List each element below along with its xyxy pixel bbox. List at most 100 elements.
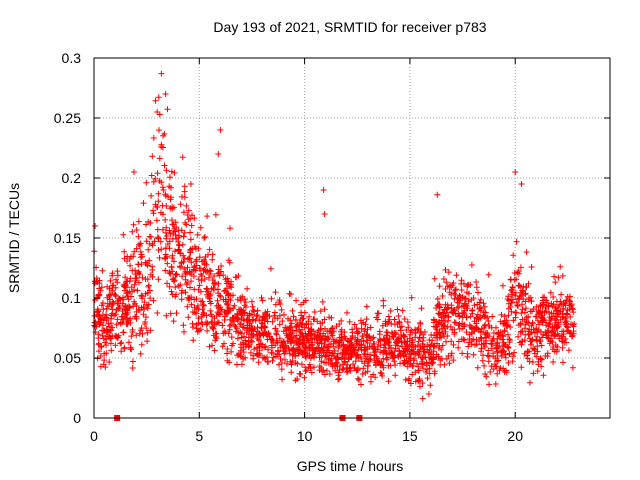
data-point [330,343,337,350]
data-point [434,191,441,198]
data-point [326,328,333,335]
data-point [531,329,538,336]
data-point [139,295,146,302]
data-point [481,322,488,329]
data-point [505,300,512,307]
data-point [150,178,157,185]
data-point [104,326,111,333]
data-point [519,338,526,345]
data-point [182,219,189,226]
data-point [507,276,514,283]
data-point [508,300,515,306]
data-point [477,296,484,303]
data-point [201,266,208,273]
data-point [118,348,125,355]
data-point [505,305,512,312]
data-point [354,375,361,382]
data-point [500,347,507,354]
data-point [273,338,280,344]
data-point [283,330,290,337]
data-point [206,246,213,253]
data-point [246,324,253,331]
data-point [152,97,159,104]
data-point [138,251,145,258]
data-point [470,351,477,358]
data-point [215,266,222,273]
data-point [519,316,526,323]
data-point [504,322,511,329]
data-point [489,313,496,320]
data-point [255,359,262,366]
data-point [481,362,488,369]
data-point [442,266,449,273]
data-point [323,367,330,374]
data-point [106,359,113,365]
data-point [370,371,377,378]
data-point [195,320,202,327]
data-point [130,221,137,228]
data-point [157,238,164,245]
data-point [210,332,217,339]
data-point [121,248,128,255]
data-point [135,218,142,225]
data-point [95,335,102,342]
data-point [551,323,558,330]
data-point [465,290,472,297]
data-point [533,313,540,320]
data-point [385,313,392,320]
data-point [112,292,119,298]
data-point [140,304,147,310]
data-point [374,310,381,317]
data-point [242,304,249,310]
data-point [450,310,457,317]
data-point [519,301,525,308]
data-point [310,328,317,335]
data-point [155,198,162,205]
data-point [401,339,408,346]
data-point [504,331,511,338]
data-point [394,306,401,313]
data-point [560,359,566,366]
data-point [550,294,557,300]
data-point [217,127,224,133]
data-point [144,261,151,267]
data-point [473,320,480,327]
data-point [560,300,567,307]
data-point [222,287,229,294]
data-point [181,183,188,190]
data-point [525,280,532,287]
data-point [547,289,554,296]
data-point [451,329,458,336]
data-point [197,265,204,272]
data-point [292,377,299,384]
data-point [303,336,310,342]
data-point [140,311,147,318]
data-point [261,316,268,323]
data-point [179,154,186,161]
data-point [158,141,165,148]
data-point [329,350,336,356]
data-point [242,337,249,344]
data-point [171,225,178,232]
data-point [169,252,176,259]
data-point [322,336,329,343]
data-point [434,331,441,338]
data-point [358,325,365,332]
data-point [208,319,215,326]
data-point [311,351,318,357]
data-point [145,246,152,253]
data-point [482,309,489,316]
data-point [450,341,457,348]
data-point [98,316,105,323]
data-point [540,331,547,338]
data-point [508,308,515,315]
data-point [463,314,470,321]
data-point [111,290,118,297]
data-point [534,368,541,374]
data-point [127,275,134,282]
data-point [274,315,281,322]
data-point [438,314,445,321]
data-point [230,340,236,347]
data-point [409,371,416,378]
data-point [108,347,115,354]
